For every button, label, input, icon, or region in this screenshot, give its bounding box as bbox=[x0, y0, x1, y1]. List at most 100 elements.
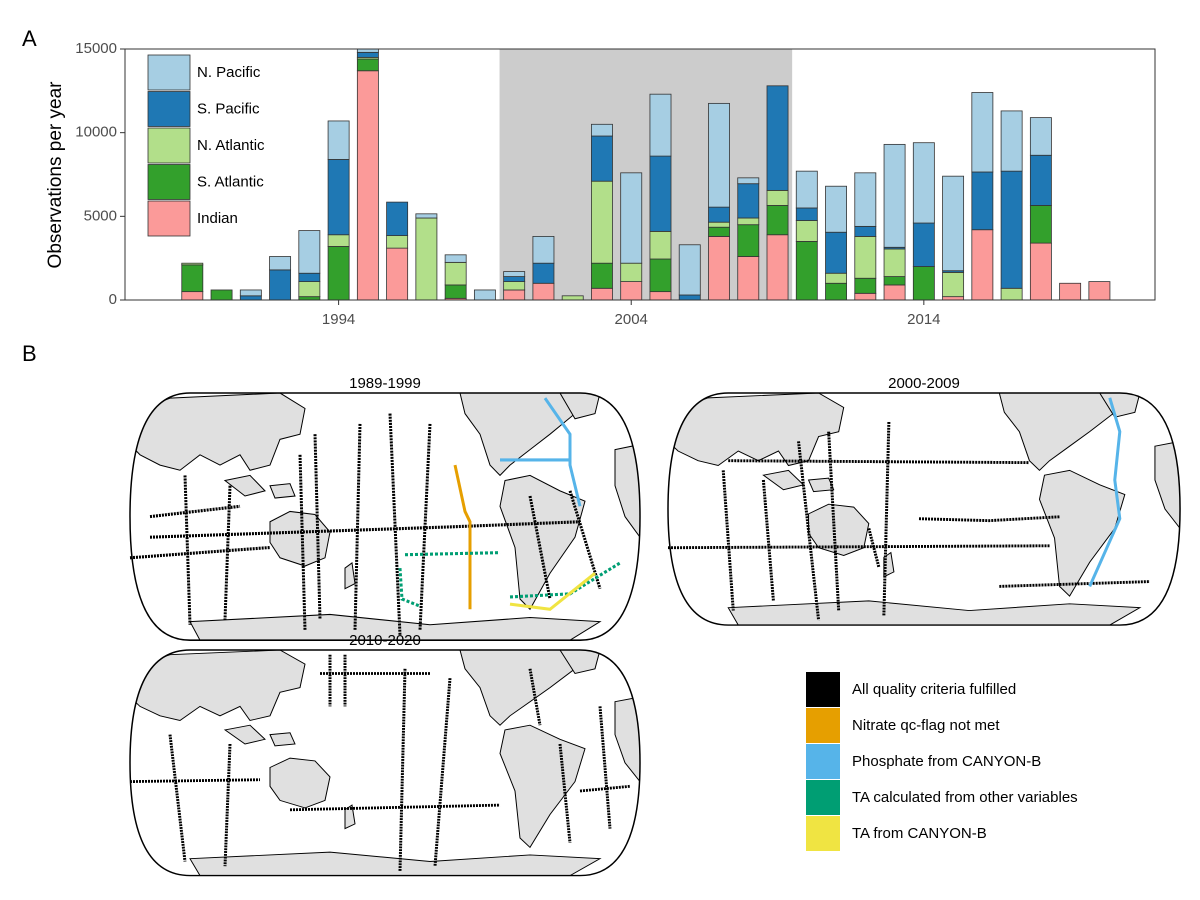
bar-segment bbox=[795, 170, 818, 209]
bar-segment bbox=[356, 51, 379, 58]
bar-segment bbox=[678, 244, 701, 296]
bar-segment bbox=[561, 295, 584, 300]
bar-segment bbox=[678, 294, 701, 300]
legend-label: N. Atlantic bbox=[197, 137, 265, 154]
bar-segment bbox=[620, 281, 643, 300]
bar-segment bbox=[532, 262, 555, 284]
bar-segment bbox=[239, 289, 262, 297]
map bbox=[668, 393, 1180, 625]
bar-segment bbox=[298, 281, 321, 298]
bar-segment bbox=[795, 241, 818, 300]
bar-segment bbox=[327, 120, 350, 160]
bar-segment bbox=[532, 282, 555, 300]
bar-segment bbox=[269, 269, 292, 300]
bar-segment bbox=[298, 230, 321, 274]
bar-segment bbox=[327, 234, 350, 247]
bar-segment bbox=[883, 284, 906, 300]
plot: 0 5000 10000 15000 1994 2004 2014 N. Pacific S. … bbox=[75, 40, 1156, 328]
legend-swatch bbox=[147, 200, 191, 237]
bar-segment bbox=[503, 271, 526, 277]
bar-segment bbox=[649, 230, 672, 260]
bar-segment bbox=[649, 93, 672, 157]
legend-label: TA calculated from other variables bbox=[852, 789, 1078, 806]
bar-segment bbox=[971, 92, 994, 173]
bar-segment bbox=[912, 222, 935, 267]
bar-segment bbox=[1029, 242, 1052, 300]
bar-segment bbox=[415, 213, 438, 219]
bar-segment bbox=[912, 142, 935, 224]
bar-segment bbox=[356, 70, 379, 300]
bar-segment bbox=[854, 236, 877, 279]
bar-segment bbox=[1029, 154, 1052, 206]
bar-segment bbox=[356, 58, 379, 72]
bar-segment bbox=[181, 291, 204, 300]
bar-segment bbox=[1029, 117, 1052, 156]
bar-segment bbox=[444, 261, 467, 286]
legend-swatch bbox=[806, 780, 840, 815]
legend-swatch bbox=[806, 744, 840, 779]
legend-swatch bbox=[147, 91, 191, 127]
bar-segment bbox=[795, 220, 818, 242]
bar-segment bbox=[854, 172, 877, 227]
x-tick-label: 2004 bbox=[615, 311, 648, 328]
bar-segment bbox=[210, 289, 233, 300]
legend-label: Nitrate qc-flag not met bbox=[852, 717, 1000, 734]
x-tick-label: 2014 bbox=[907, 311, 940, 328]
bar-segment bbox=[1029, 205, 1052, 244]
bar-segment bbox=[503, 276, 526, 282]
bar-segment bbox=[620, 172, 643, 264]
y-tick-label: 10000 bbox=[75, 124, 117, 141]
bar-segment bbox=[356, 49, 379, 53]
bar-segment bbox=[1000, 110, 1023, 172]
bar-segment bbox=[444, 284, 467, 299]
bar-segment bbox=[591, 262, 613, 289]
bar-segment bbox=[1000, 170, 1023, 289]
bar-segment bbox=[532, 236, 555, 264]
bar-segment bbox=[239, 295, 262, 300]
bar-segment bbox=[181, 264, 204, 293]
bar-segment bbox=[766, 234, 789, 300]
bar-segment bbox=[883, 248, 906, 277]
legend-swatch bbox=[147, 164, 191, 200]
bar-segment bbox=[883, 276, 906, 286]
bar-segment bbox=[737, 224, 760, 257]
bar-segment bbox=[649, 291, 672, 300]
bar-segment bbox=[825, 185, 847, 233]
bar-segment bbox=[1000, 287, 1023, 300]
bar-segment bbox=[386, 247, 409, 300]
bar-segment bbox=[825, 272, 847, 284]
legend-label: S. Pacific bbox=[197, 100, 260, 117]
legend-swatch bbox=[147, 54, 191, 91]
legend-swatch bbox=[806, 672, 840, 707]
bar-segment bbox=[971, 229, 994, 300]
bar-segment bbox=[737, 217, 760, 226]
bar-segment bbox=[942, 271, 965, 298]
bar-segment bbox=[298, 272, 321, 282]
y-tick-label: 15000 bbox=[75, 40, 117, 57]
bar-segment bbox=[444, 254, 467, 263]
bar-segment bbox=[766, 205, 789, 236]
bar-segment bbox=[854, 277, 877, 294]
bar-segment bbox=[415, 217, 438, 300]
panel-label: A bbox=[22, 26, 37, 51]
bar-segment bbox=[766, 189, 789, 206]
y-tick-label: 0 bbox=[109, 291, 117, 308]
y-tick-label: 5000 bbox=[84, 207, 117, 224]
bar-segment bbox=[591, 180, 613, 264]
bar-segment bbox=[591, 287, 613, 300]
bar-segment bbox=[298, 296, 321, 300]
bar-segment bbox=[883, 143, 906, 248]
bar-segment bbox=[386, 235, 409, 249]
bar-segment bbox=[1059, 282, 1082, 300]
legend-label: Indian bbox=[197, 210, 238, 227]
bars bbox=[181, 49, 1111, 300]
bar-segment bbox=[942, 175, 965, 272]
plot-border bbox=[124, 48, 1156, 301]
map bbox=[130, 650, 640, 876]
legend-label: TA from CANYON-B bbox=[852, 825, 987, 842]
bar-segment bbox=[708, 236, 730, 300]
bar-segment bbox=[591, 135, 613, 182]
bar-segment bbox=[649, 155, 672, 232]
panel-label: B bbox=[22, 341, 37, 366]
bar-segment bbox=[503, 289, 526, 300]
